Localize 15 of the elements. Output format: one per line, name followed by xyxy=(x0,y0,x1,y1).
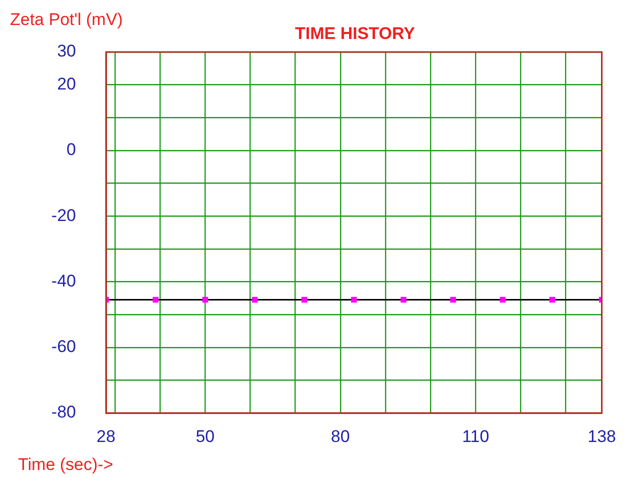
chart-title: TIME HISTORY xyxy=(294,24,416,44)
y-tick-label: -80 xyxy=(51,402,76,422)
y-axis-title: Zeta Pot'l (mV) xyxy=(10,10,123,30)
x-tick-label: 28 xyxy=(96,426,116,446)
x-axis-title: Time (sec)-> xyxy=(18,455,114,475)
x-tick-label: 80 xyxy=(330,426,350,446)
y-tick-label: -20 xyxy=(51,206,76,225)
y-tick-label: -60 xyxy=(51,337,76,356)
y-tick-label: 20 xyxy=(57,74,76,94)
x-tick-label: 110 xyxy=(462,426,490,446)
y-tick-label: 30 xyxy=(57,42,76,61)
x-tick-label: 138 xyxy=(588,426,616,446)
y-tick-label: -40 xyxy=(51,271,76,290)
y-tick-label: 0 xyxy=(66,140,76,160)
x-tick-label: 50 xyxy=(196,426,215,446)
